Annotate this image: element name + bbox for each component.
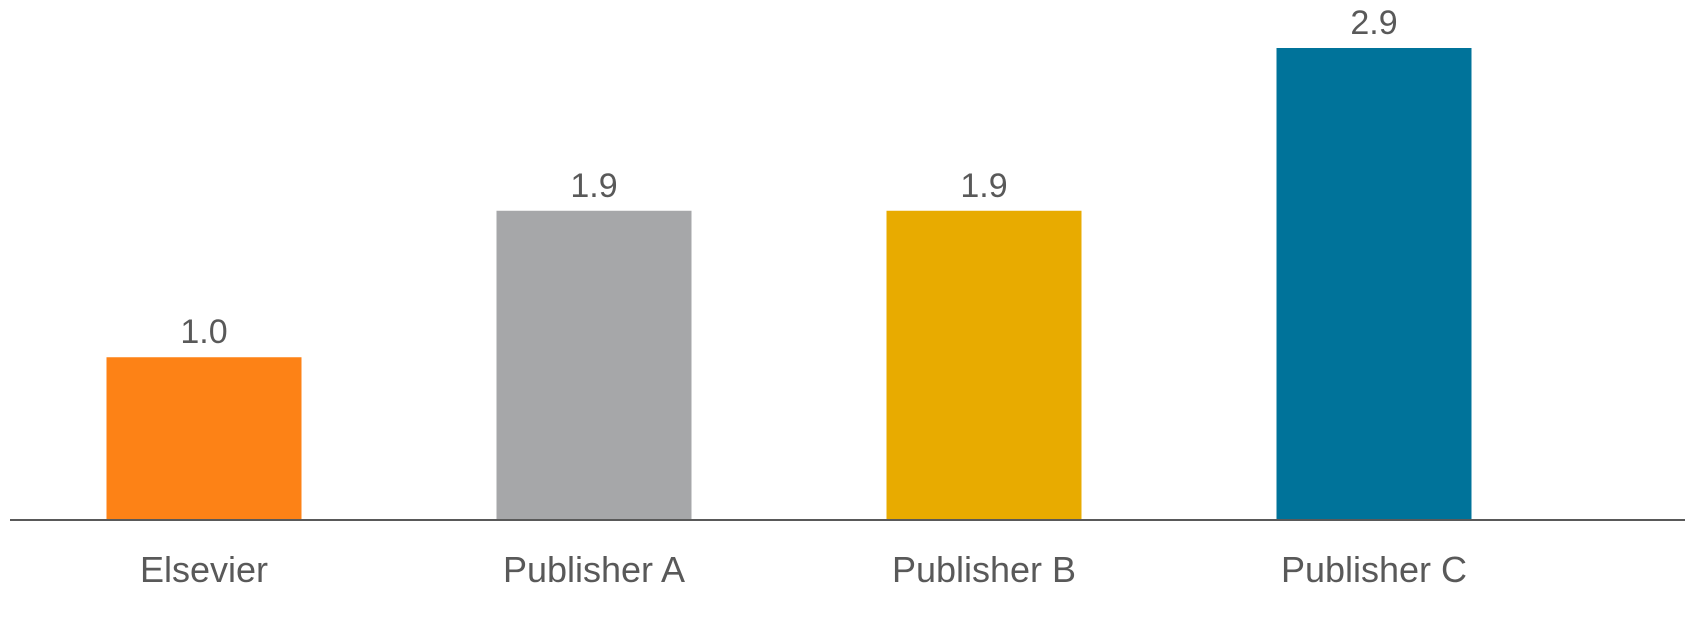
x-tick-label: Elsevier	[140, 549, 268, 590]
x-tick-label: Publisher A	[503, 549, 685, 590]
bars-group	[106, 48, 1472, 521]
x-tick-label: Publisher C	[1281, 549, 1467, 590]
data-label: 1.9	[570, 167, 617, 205]
data-label: 1.9	[960, 167, 1007, 205]
bar-publisher-b	[886, 210, 1082, 521]
data-label: 2.9	[1350, 4, 1397, 42]
bar-publisher-a	[496, 210, 692, 521]
bar-publisher-c	[1276, 48, 1472, 520]
value-labels-group: 1.0 1.9 1.9 2.9	[180, 4, 1397, 351]
category-labels-group: Elsevier Publisher A Publisher B Publisher …	[140, 549, 1467, 590]
data-label: 1.0	[180, 313, 227, 351]
x-tick-label: Publisher B	[892, 549, 1076, 590]
bar-elsevier	[106, 357, 302, 520]
